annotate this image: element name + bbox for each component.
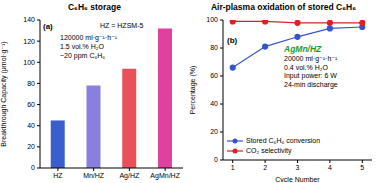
html-text:HZ = HZSM-5: HZ = HZSM-5 (100, 22, 144, 29)
svg-text:Breakthrough Capacity (μmol·g⁻: Breakthrough Capacity (μmol·g⁻¹) (8, 41, 9, 146)
svg-text:120: 120 (23, 38, 35, 45)
html-text:1.5 vol.% H₂O: 1.5 vol.% H₂O (60, 43, 104, 50)
svg-text:0: 0 (214, 156, 218, 163)
html-text:Input power: 6 W: Input power: 6 W (284, 72, 337, 79)
svg-text:2: 2 (263, 164, 267, 171)
svg-text:1: 1 (231, 164, 235, 171)
svg-text:20: 20 (210, 128, 218, 135)
svg-text:80: 80 (210, 44, 218, 51)
svg-text:40: 40 (27, 122, 35, 129)
html-text:C₆H₆ storage: C₆H₆ storage (68, 2, 121, 12)
svg-text:HZ: HZ (53, 172, 63, 179)
svg-text:60: 60 (210, 72, 218, 79)
html-text:20000 ml·g⁻¹·h⁻¹: 20000 ml·g⁻¹·h⁻¹ (284, 55, 338, 62)
svg-text:3: 3 (296, 164, 300, 171)
svg-text:40: 40 (210, 100, 218, 107)
svg-text:0: 0 (31, 164, 35, 171)
svg-text:100: 100 (206, 16, 218, 23)
svg-text:140: 140 (23, 16, 35, 23)
svg-text:60: 60 (27, 101, 35, 108)
html-text:CO₂ selectivity: CO₂ selectivity (246, 147, 292, 154)
html-text:AgMn/HZ: AgMn/HZ (284, 44, 322, 54)
svg-text:Ag/HZ: Ag/HZ (119, 172, 140, 180)
svg-text:80: 80 (27, 80, 35, 87)
html-text:24-min discharge: 24-min discharge (284, 80, 338, 88)
html-text:0.4 vol.% H₂O: 0.4 vol.% H₂O (284, 63, 328, 71)
svg-text:Cycle Number: Cycle Number (275, 176, 320, 182)
svg-text:5: 5 (360, 164, 364, 171)
svg-text:Mn/HZ: Mn/HZ (83, 172, 105, 179)
svg-text:20: 20 (27, 143, 35, 150)
html-text:120000 ml·g⁻¹·h⁻¹: 120000 ml·g⁻¹·h⁻¹ (60, 34, 118, 41)
svg-text:100: 100 (23, 59, 35, 66)
svg-text:AgMn/HZ: AgMn/HZ (150, 172, 180, 180)
html-text:(b): (b) (227, 36, 238, 45)
svg-text:Percentage (%): Percentage (%) (189, 66, 197, 115)
svg-text:4: 4 (328, 164, 332, 171)
html-text:Air-plasma oxidation of stored: Air-plasma oxidation of stored C₆H₆ (210, 2, 357, 12)
html-text:~20 ppm C₆H₆: ~20 ppm C₆H₆ (60, 52, 106, 59)
html-text:Stored C₆H₆ conversion: Stored C₆H₆ conversion (246, 137, 321, 144)
html-text:(a): (a) (43, 22, 53, 31)
